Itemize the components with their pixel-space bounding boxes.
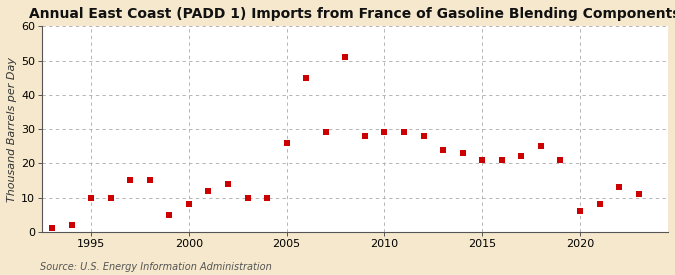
Point [379,130,390,135]
Point [614,185,624,189]
Point [516,154,526,159]
Point [125,178,136,183]
Point [164,213,175,217]
Point [223,182,234,186]
Point [66,223,77,227]
Title: Annual East Coast (PADD 1) Imports from France of Gasoline Blending Components: Annual East Coast (PADD 1) Imports from … [30,7,675,21]
Point [203,189,214,193]
Text: Source: U.S. Energy Information Administration: Source: U.S. Energy Information Administ… [40,262,272,272]
Point [47,226,57,231]
Point [574,209,585,213]
Point [594,202,605,207]
Point [281,141,292,145]
Point [633,192,644,196]
Point [457,151,468,155]
Point [144,178,155,183]
Point [437,147,448,152]
Point [535,144,546,148]
Point [242,196,253,200]
Point [262,196,273,200]
Point [184,202,194,207]
Point [360,134,371,138]
Point [418,134,429,138]
Point [340,55,351,59]
Point [301,75,312,80]
Point [399,130,410,135]
Point [86,196,97,200]
Point [105,196,116,200]
Point [477,158,487,162]
Y-axis label: Thousand Barrels per Day: Thousand Barrels per Day [7,57,17,202]
Point [321,130,331,135]
Point [496,158,507,162]
Point [555,158,566,162]
